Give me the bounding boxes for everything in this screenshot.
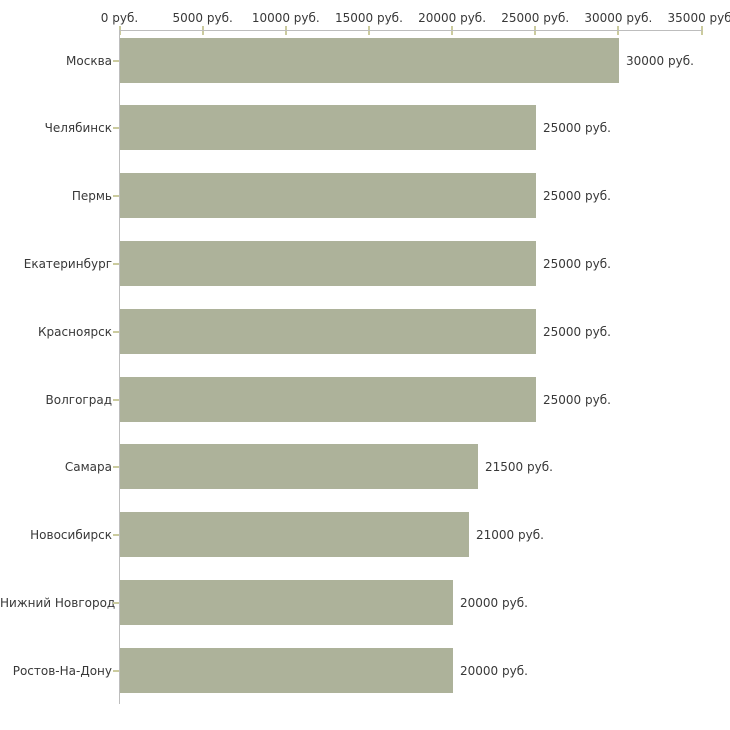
- bar: [120, 38, 619, 83]
- y-axis-line: [119, 30, 120, 704]
- bar: [120, 173, 536, 218]
- y-tick-mark: [113, 194, 119, 197]
- y-tick-mark: [113, 398, 119, 401]
- y-tick-mark: [113, 533, 119, 536]
- bar: [120, 444, 478, 489]
- x-tick-label: 5000 руб.: [172, 11, 233, 25]
- x-tick-label: 20000 руб.: [418, 11, 487, 25]
- bar-value-label: 25000 руб.: [543, 256, 611, 271]
- bar-value-label: 20000 руб.: [460, 595, 528, 610]
- bar-value-label: 21500 руб.: [485, 459, 553, 474]
- y-tick-mark: [113, 262, 119, 265]
- y-category-label: Москва: [66, 53, 112, 68]
- bar: [120, 377, 536, 422]
- x-tick-label: 15000 руб.: [334, 11, 403, 25]
- x-tick-label: 30000 руб.: [584, 11, 653, 25]
- y-category-label: Красноярск: [38, 324, 112, 339]
- bar-value-label: 20000 руб.: [460, 663, 528, 678]
- y-category-label: Волгоград: [45, 392, 112, 407]
- x-tick-label: 10000 руб.: [251, 11, 320, 25]
- bar-value-label: 30000 руб.: [626, 53, 694, 68]
- y-category-label: Пермь: [71, 188, 112, 203]
- y-category-label: Нижний Новгород: [0, 595, 116, 610]
- x-tick-label: 25000 руб.: [501, 11, 570, 25]
- y-category-label: Екатеринбург: [23, 256, 112, 271]
- y-category-label: Новосибирск: [30, 527, 112, 542]
- y-tick-mark: [113, 601, 119, 604]
- y-tick-mark: [113, 59, 119, 62]
- bar-value-label: 21000 руб.: [476, 527, 544, 542]
- bar: [120, 648, 453, 693]
- bar-value-label: 25000 руб.: [543, 120, 611, 135]
- y-category-label: Ростов-На-Дону: [12, 663, 112, 678]
- bar: [120, 105, 536, 150]
- x-axis-line: [119, 30, 702, 31]
- bar-value-label: 25000 руб.: [543, 324, 611, 339]
- x-tick-label: 35000 руб.: [667, 11, 730, 25]
- y-category-label: Челябинск: [44, 120, 112, 135]
- y-tick-mark: [113, 330, 119, 333]
- bar-value-label: 25000 руб.: [543, 392, 611, 407]
- y-tick-mark: [113, 465, 119, 468]
- bar-value-label: 25000 руб.: [543, 188, 611, 203]
- y-tick-mark: [113, 669, 119, 672]
- bar: [120, 512, 469, 557]
- y-category-label: Самара: [64, 459, 112, 474]
- bar: [120, 580, 453, 625]
- x-tick-label: 0 руб.: [100, 11, 139, 25]
- bar: [120, 241, 536, 286]
- y-tick-mark: [113, 126, 119, 129]
- bar: [120, 309, 536, 354]
